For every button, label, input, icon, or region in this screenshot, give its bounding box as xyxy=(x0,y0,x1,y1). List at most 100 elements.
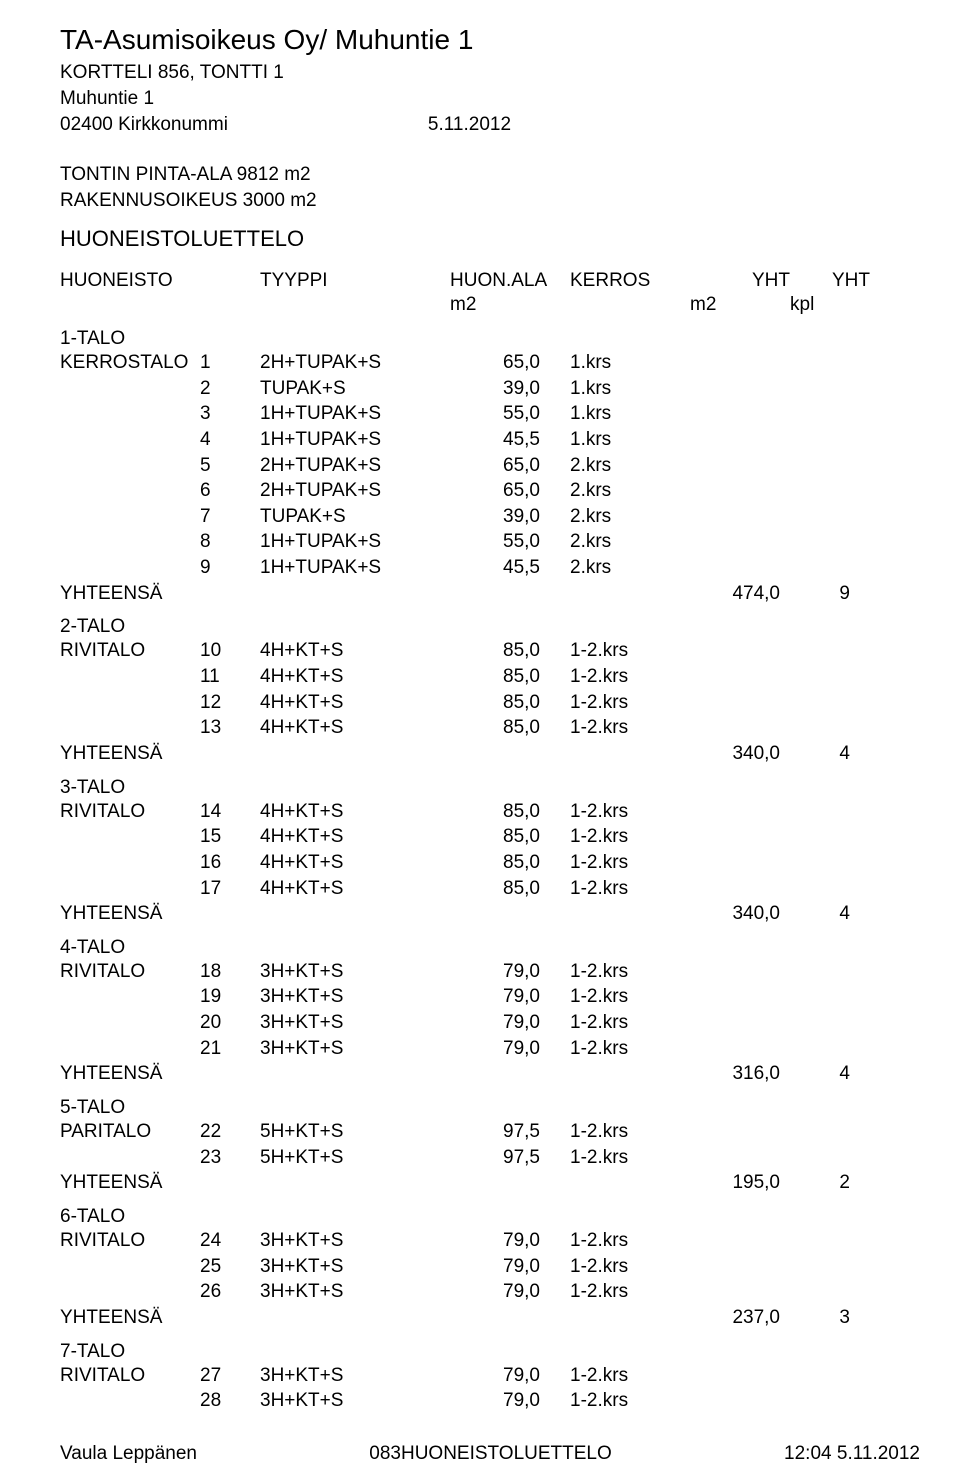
total-area: 340,0 xyxy=(690,901,790,927)
col-huonala: HUON.ALA xyxy=(450,270,570,292)
type-label: RIVITALO xyxy=(60,638,200,664)
total-label: YHTEENSÄ xyxy=(60,581,200,607)
unit-area: 79,0 xyxy=(450,959,570,985)
type-label xyxy=(60,876,200,902)
type-label xyxy=(60,427,200,453)
unit-floor: 1-2.krs xyxy=(570,876,690,902)
type-label xyxy=(60,453,200,479)
col-sub-yht-kpl: kpl xyxy=(790,294,870,316)
type-label: PARITALO xyxy=(60,1119,200,1145)
unit-number: 12 xyxy=(200,690,260,716)
unit-area: 85,0 xyxy=(450,824,570,850)
doc-title: TA-Asumisoikeus Oy/ Muhuntie 1 xyxy=(60,24,920,56)
unit-row: RIVITALO104H+KT+S85,01-2.krs xyxy=(60,638,920,664)
type-label xyxy=(60,1254,200,1280)
unit-type: 3H+KT+S xyxy=(260,1228,450,1254)
type-label: RIVITALO xyxy=(60,1228,200,1254)
unit-number: 2 xyxy=(200,376,260,402)
type-label xyxy=(60,1036,200,1062)
type-label xyxy=(60,1388,200,1414)
unit-type: 3H+KT+S xyxy=(260,1036,450,1062)
unit-floor: 1-2.krs xyxy=(570,1010,690,1036)
unit-area: 85,0 xyxy=(450,638,570,664)
group-label: 7-TALO xyxy=(60,1341,920,1363)
col-sub-spacer xyxy=(570,294,690,316)
group-total-row: YHTEENSÄ237,03 xyxy=(60,1305,920,1331)
unit-row: 174H+KT+S85,01-2.krs xyxy=(60,876,920,902)
total-count: 9 xyxy=(790,581,870,607)
unit-row: 213H+KT+S79,01-2.krs xyxy=(60,1036,920,1062)
column-header-row: HUONEISTO TYYPPI HUON.ALA KERROS YHT YHT xyxy=(60,270,920,292)
type-label xyxy=(60,504,200,530)
unit-number: 19 xyxy=(200,984,260,1010)
unit-floor: 1-2.krs xyxy=(570,1363,690,1389)
unit-floor: 2.krs xyxy=(570,555,690,581)
unit-row: 62H+TUPAK+S65,02.krs xyxy=(60,478,920,504)
unit-area: 97,5 xyxy=(450,1145,570,1171)
unit-area: 55,0 xyxy=(450,529,570,555)
group-total-row: YHTEENSÄ 474,09 xyxy=(60,581,920,607)
type-label: RIVITALO xyxy=(60,1363,200,1389)
unit-area: 85,0 xyxy=(450,715,570,741)
unit-type: TUPAK+S xyxy=(260,376,450,402)
unit-type: 4H+KT+S xyxy=(260,850,450,876)
unit-row: 235H+KT+S97,51-2.krs xyxy=(60,1145,920,1171)
unit-row: 52H+TUPAK+S65,02.krs xyxy=(60,453,920,479)
unit-number: 24 xyxy=(200,1228,260,1254)
unit-type: 1H+TUPAK+S xyxy=(260,427,450,453)
type-label xyxy=(60,1145,200,1171)
unit-type: 4H+KT+S xyxy=(260,638,450,664)
total-count: 4 xyxy=(790,901,870,927)
type-label xyxy=(60,529,200,555)
unit-type: 4H+KT+S xyxy=(260,690,450,716)
total-count: 4 xyxy=(790,741,870,767)
unit-floor: 1-2.krs xyxy=(570,690,690,716)
unit-number: 22 xyxy=(200,1119,260,1145)
page-footer: Vaula Leppänen 083HUONEISTOLUETTELO 12:0… xyxy=(60,1443,920,1465)
type-label xyxy=(60,824,200,850)
total-label: YHTEENSÄ xyxy=(60,1170,200,1196)
unit-row: KERROSTALO12H+TUPAK+S65,01.krs xyxy=(60,350,920,376)
unit-type: 4H+KT+S xyxy=(260,715,450,741)
total-area: 474,0 xyxy=(690,581,790,607)
unit-area: 79,0 xyxy=(450,1279,570,1305)
unit-area: 85,0 xyxy=(450,850,570,876)
address-row: 02400 Kirkkonummi 5.11.2012 xyxy=(60,114,920,136)
col-sub-yht-m2: m2 xyxy=(690,294,790,316)
unit-number: 21 xyxy=(200,1036,260,1062)
unit-type: 5H+KT+S xyxy=(260,1145,450,1171)
unit-type: 4H+KT+S xyxy=(260,664,450,690)
unit-type: TUPAK+S xyxy=(260,504,450,530)
unit-area: 79,0 xyxy=(450,984,570,1010)
unit-area: 45,5 xyxy=(450,555,570,581)
unit-floor: 2.krs xyxy=(570,478,690,504)
type-label xyxy=(60,478,200,504)
unit-area: 79,0 xyxy=(450,1228,570,1254)
type-label xyxy=(60,690,200,716)
total-count: 3 xyxy=(790,1305,870,1331)
unit-floor: 1-2.krs xyxy=(570,1119,690,1145)
unit-area: 79,0 xyxy=(450,1036,570,1062)
unit-type: 4H+KT+S xyxy=(260,799,450,825)
unit-floor: 1-2.krs xyxy=(570,1279,690,1305)
unit-floor: 1-2.krs xyxy=(570,799,690,825)
type-label xyxy=(60,555,200,581)
unit-type: 1H+TUPAK+S xyxy=(260,529,450,555)
total-count: 2 xyxy=(790,1170,870,1196)
unit-number: 25 xyxy=(200,1254,260,1280)
unit-area: 79,0 xyxy=(450,1010,570,1036)
unit-floor: 2.krs xyxy=(570,504,690,530)
unit-row: RIVITALO183H+KT+S79,01-2.krs xyxy=(60,959,920,985)
unit-row: 31H+TUPAK+S55,01.krs xyxy=(60,401,920,427)
unit-row: 164H+KT+S85,01-2.krs xyxy=(60,850,920,876)
unit-row: RIVITALO273H+KT+S79,01-2.krs xyxy=(60,1363,920,1389)
unit-number: 20 xyxy=(200,1010,260,1036)
unit-row: 41H+TUPAK+S45,51.krs xyxy=(60,427,920,453)
unit-area: 39,0 xyxy=(450,376,570,402)
col-sub-m2: m2 xyxy=(450,294,570,316)
unit-type: 4H+KT+S xyxy=(260,824,450,850)
unit-number: 7 xyxy=(200,504,260,530)
unit-area: 97,5 xyxy=(450,1119,570,1145)
groups-container: 1-TALOKERROSTALO12H+TUPAK+S65,01.krs2TUP… xyxy=(60,328,920,1414)
unit-area: 79,0 xyxy=(450,1363,570,1389)
